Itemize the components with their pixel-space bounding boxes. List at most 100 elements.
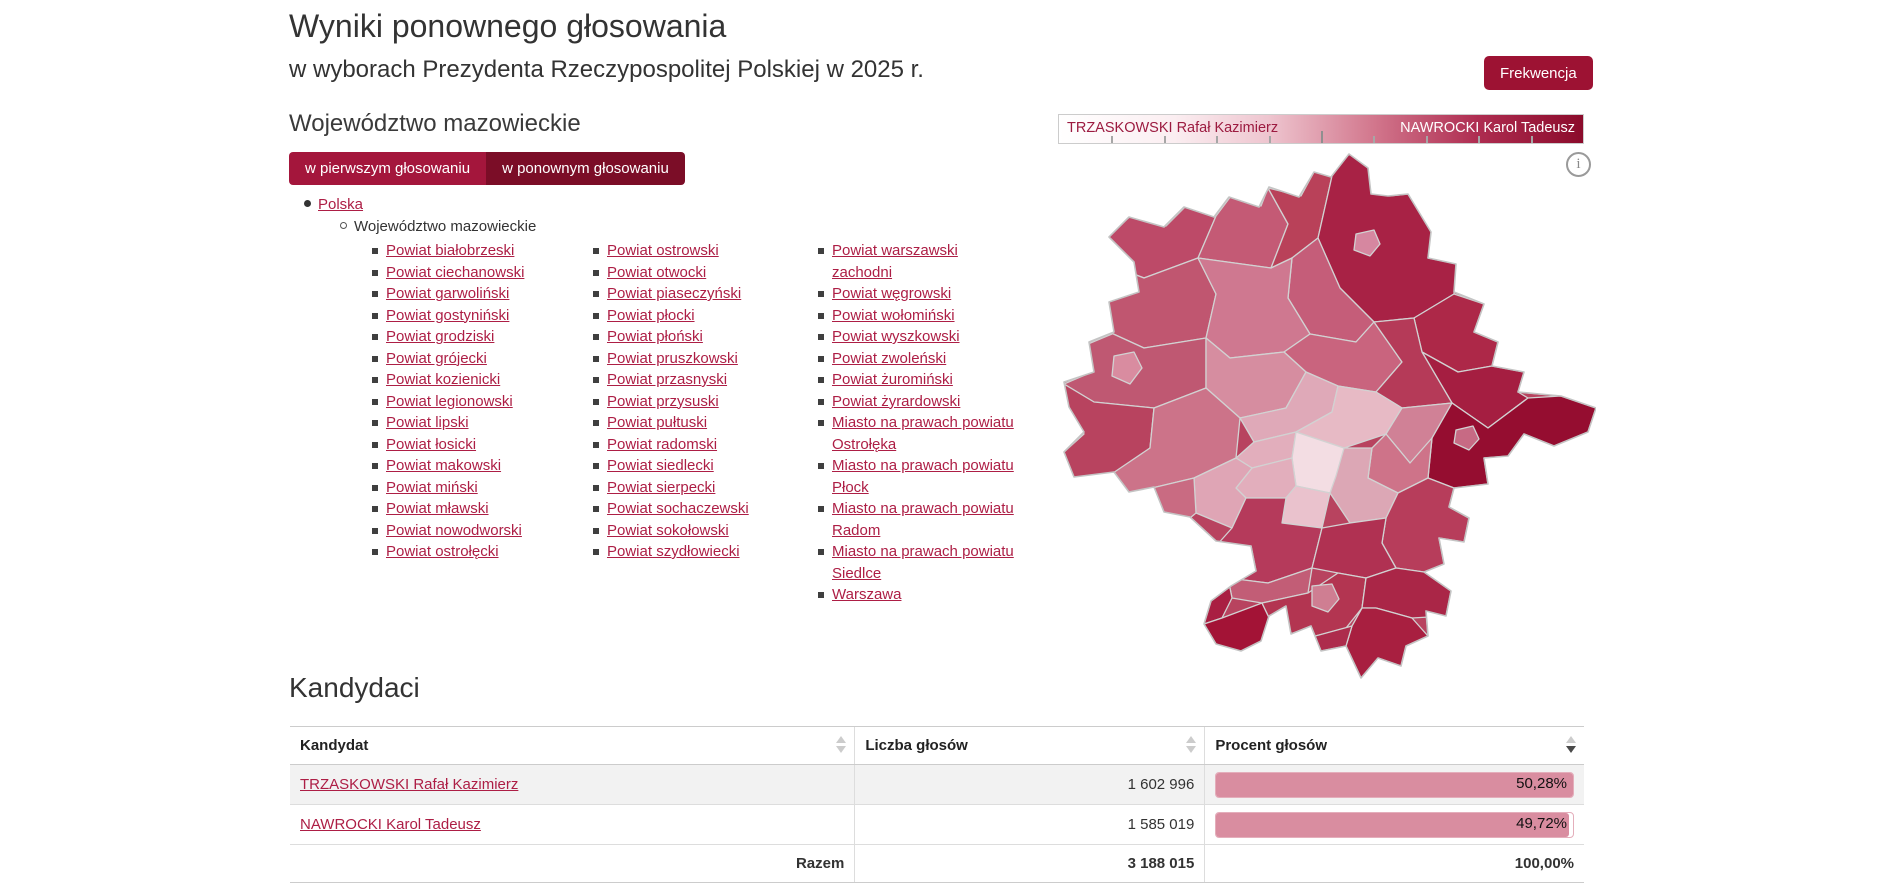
powiat-link[interactable]: Powiat miński <box>386 478 478 496</box>
bullet-square-icon <box>818 549 824 555</box>
list-item: Powiat legionowski <box>372 391 593 413</box>
list-item: Powiat przasnyski <box>593 369 818 391</box>
powiat-link[interactable]: Powiat legionowski <box>386 392 513 410</box>
powiat-link[interactable]: Powiat węgrowski <box>832 285 952 302</box>
powiat-link[interactable]: Powiat grójecki <box>386 349 487 367</box>
map-region-ostroleka-city[interactable] <box>1353 229 1381 257</box>
powiat-link[interactable]: Powiat żuromiński <box>832 371 953 388</box>
powiat-link[interactable]: Powiat wyszkowski <box>832 328 960 345</box>
map-region-plock-city[interactable] <box>1111 351 1143 385</box>
powiat-link[interactable]: Powiat mławski <box>386 500 489 517</box>
polska-link[interactable]: Polska <box>318 196 364 213</box>
map-region-siedlce-city[interactable] <box>1453 425 1480 451</box>
powiat-link[interactable]: Powiat gostyniński <box>386 306 510 324</box>
percent-value: 49,72% <box>1516 814 1567 832</box>
powiat-link[interactable]: Powiat sokołowski <box>607 521 729 539</box>
powiat-link[interactable]: Powiat ostrowski <box>607 242 719 259</box>
bullet-square-icon <box>372 527 378 534</box>
candidate-link[interactable]: TRZASKOWSKI Rafał Kazimierz <box>300 776 519 793</box>
list-item: Powiat radomski <box>593 434 818 456</box>
powiat-link-list: Powiat białobrzeski Powiat ciechanowski Po… <box>372 240 1014 606</box>
candidate-link[interactable]: NAWROCKI Karol Tadeusz <box>300 816 481 833</box>
powiat-link[interactable]: Powiat garwoliński <box>386 285 510 302</box>
list-item: Powiat sochaczewski <box>593 498 818 520</box>
list-item: Powiat pułtuski <box>593 412 818 434</box>
bullet-square-icon <box>818 506 824 512</box>
powiat-link[interactable]: Warszawa <box>832 586 902 603</box>
legend-left-label: TRZASKOWSKI Rafał Kazimierz <box>1067 120 1279 136</box>
powiat-link[interactable]: Powiat lipski <box>386 414 469 431</box>
percent-bar-fill <box>1216 812 1570 837</box>
powiat-link[interactable]: Powiat pułtuski <box>607 414 708 431</box>
info-icon[interactable]: i <box>1566 152 1591 177</box>
map-region-legionowski[interactable] <box>1295 385 1403 449</box>
column-header-3[interactable]: Procent głosów <box>1204 726 1584 765</box>
list-item: Powiat miński <box>372 477 593 499</box>
list-item: Powiat wołomiński <box>818 305 1014 327</box>
list-item: Powiat pruszkowski <box>593 348 818 370</box>
bullet-square-icon <box>593 441 599 448</box>
powiat-link[interactable]: Powiat piaseczyński <box>607 285 742 302</box>
powiat-link[interactable]: Powiat siedlecki <box>607 457 714 474</box>
powiat-link[interactable]: Powiat ciechanowski <box>386 263 525 281</box>
powiat-link[interactable]: Powiat żyrardowski <box>832 392 961 410</box>
powiat-link[interactable]: Powiat przasnyski <box>607 371 728 388</box>
column-label: Kandydat <box>300 737 369 754</box>
legend-tick <box>1111 136 1114 143</box>
powiat-link[interactable]: Powiat otwocki <box>607 263 707 281</box>
legend-tick <box>1478 136 1481 143</box>
frekwencja-button[interactable]: Frekwencja <box>1484 56 1593 90</box>
column-header-2[interactable]: Liczba głosów <box>854 726 1205 765</box>
map-region-siedlecki-losicki[interactable] <box>1427 395 1596 489</box>
bullet-square-icon <box>593 506 599 512</box>
tab-second-round[interactable]: w ponownym głosowaniu <box>486 152 685 185</box>
powiat-link[interactable]: Miasto na prawach powiatu Płock <box>832 457 1014 496</box>
sort-icon <box>1566 736 1576 756</box>
bullet-square-icon <box>593 484 599 491</box>
powiat-link[interactable]: Powiat sochaczewski <box>607 500 749 517</box>
powiat-link[interactable]: Powiat nowodworski <box>386 521 522 539</box>
powiat-link[interactable]: Powiat kozienicki <box>386 371 501 388</box>
bullet-square-icon <box>372 248 378 254</box>
powiat-link[interactable]: Powiat zwoleński <box>832 349 947 367</box>
bullet-square-icon <box>372 334 378 340</box>
powiat-link[interactable]: Miasto na prawach powiatu Ostrołęka <box>832 414 1014 453</box>
powiat-link[interactable]: Powiat szydłowiecki <box>607 543 740 560</box>
powiat-link[interactable]: Powiat wołomiński <box>832 306 955 324</box>
map-color-legend: TRZASKOWSKI Rafał Kazimierz NAWROCKI Kar… <box>1058 114 1584 144</box>
bullet-square-icon <box>818 312 824 319</box>
powiat-link[interactable]: Powiat białobrzeski <box>386 242 515 259</box>
bullet-square-icon <box>818 291 824 297</box>
column-header-1[interactable]: Kandydat <box>290 726 855 765</box>
sort-icon <box>836 736 847 756</box>
powiat-link[interactable]: Powiat makowski <box>386 457 502 474</box>
powiat-link[interactable]: Powiat pruszkowski <box>607 349 738 367</box>
map-region-kozienicki[interactable] <box>1311 517 1397 579</box>
powiat-link[interactable]: Miasto na prawach powiatu Siedlce <box>832 543 1014 582</box>
powiat-link[interactable]: Powiat przysuski <box>607 392 719 410</box>
map-region-grodziski[interactable] <box>1193 457 1253 529</box>
bullet-square-icon <box>593 398 599 405</box>
powiat-link[interactable]: Powiat radomski <box>607 435 718 453</box>
list-item: Powiat grodziski <box>372 326 593 348</box>
legend-tick <box>1268 136 1271 143</box>
legend-tick <box>1163 136 1166 143</box>
powiat-link[interactable]: Powiat łosicki <box>386 435 477 453</box>
powiat-link[interactable]: Miasto na prawach powiatu Radom <box>832 500 1014 539</box>
powiat-link[interactable]: Powiat płoński <box>607 328 703 345</box>
bullet-disc-icon <box>304 200 311 207</box>
map-region-radom-city[interactable] <box>1311 583 1340 613</box>
powiat-link[interactable]: Powiat płocki <box>607 306 695 324</box>
list-item: Powiat zwoleński <box>818 348 1014 370</box>
list-item: Powiat kozienicki <box>372 369 593 391</box>
powiat-link[interactable]: Powiat grodziski <box>386 328 495 345</box>
powiat-link[interactable]: Powiat sierpecki <box>607 478 716 496</box>
map-region-sierpecki[interactable] <box>1107 257 1217 349</box>
list-item: Powiat łosicki <box>372 434 593 456</box>
list-item: Powiat otwocki <box>593 262 818 284</box>
bullet-square-icon <box>372 377 378 383</box>
breadcrumb-voivodeship: Województwo mazowieckie <box>340 218 536 235</box>
tab-first-round[interactable]: w pierwszym głosowaniu <box>289 152 487 185</box>
powiat-link[interactable]: Powiat ostrołęcki <box>386 543 499 560</box>
powiat-link[interactable]: Powiat warszawski zachodni <box>832 242 958 281</box>
